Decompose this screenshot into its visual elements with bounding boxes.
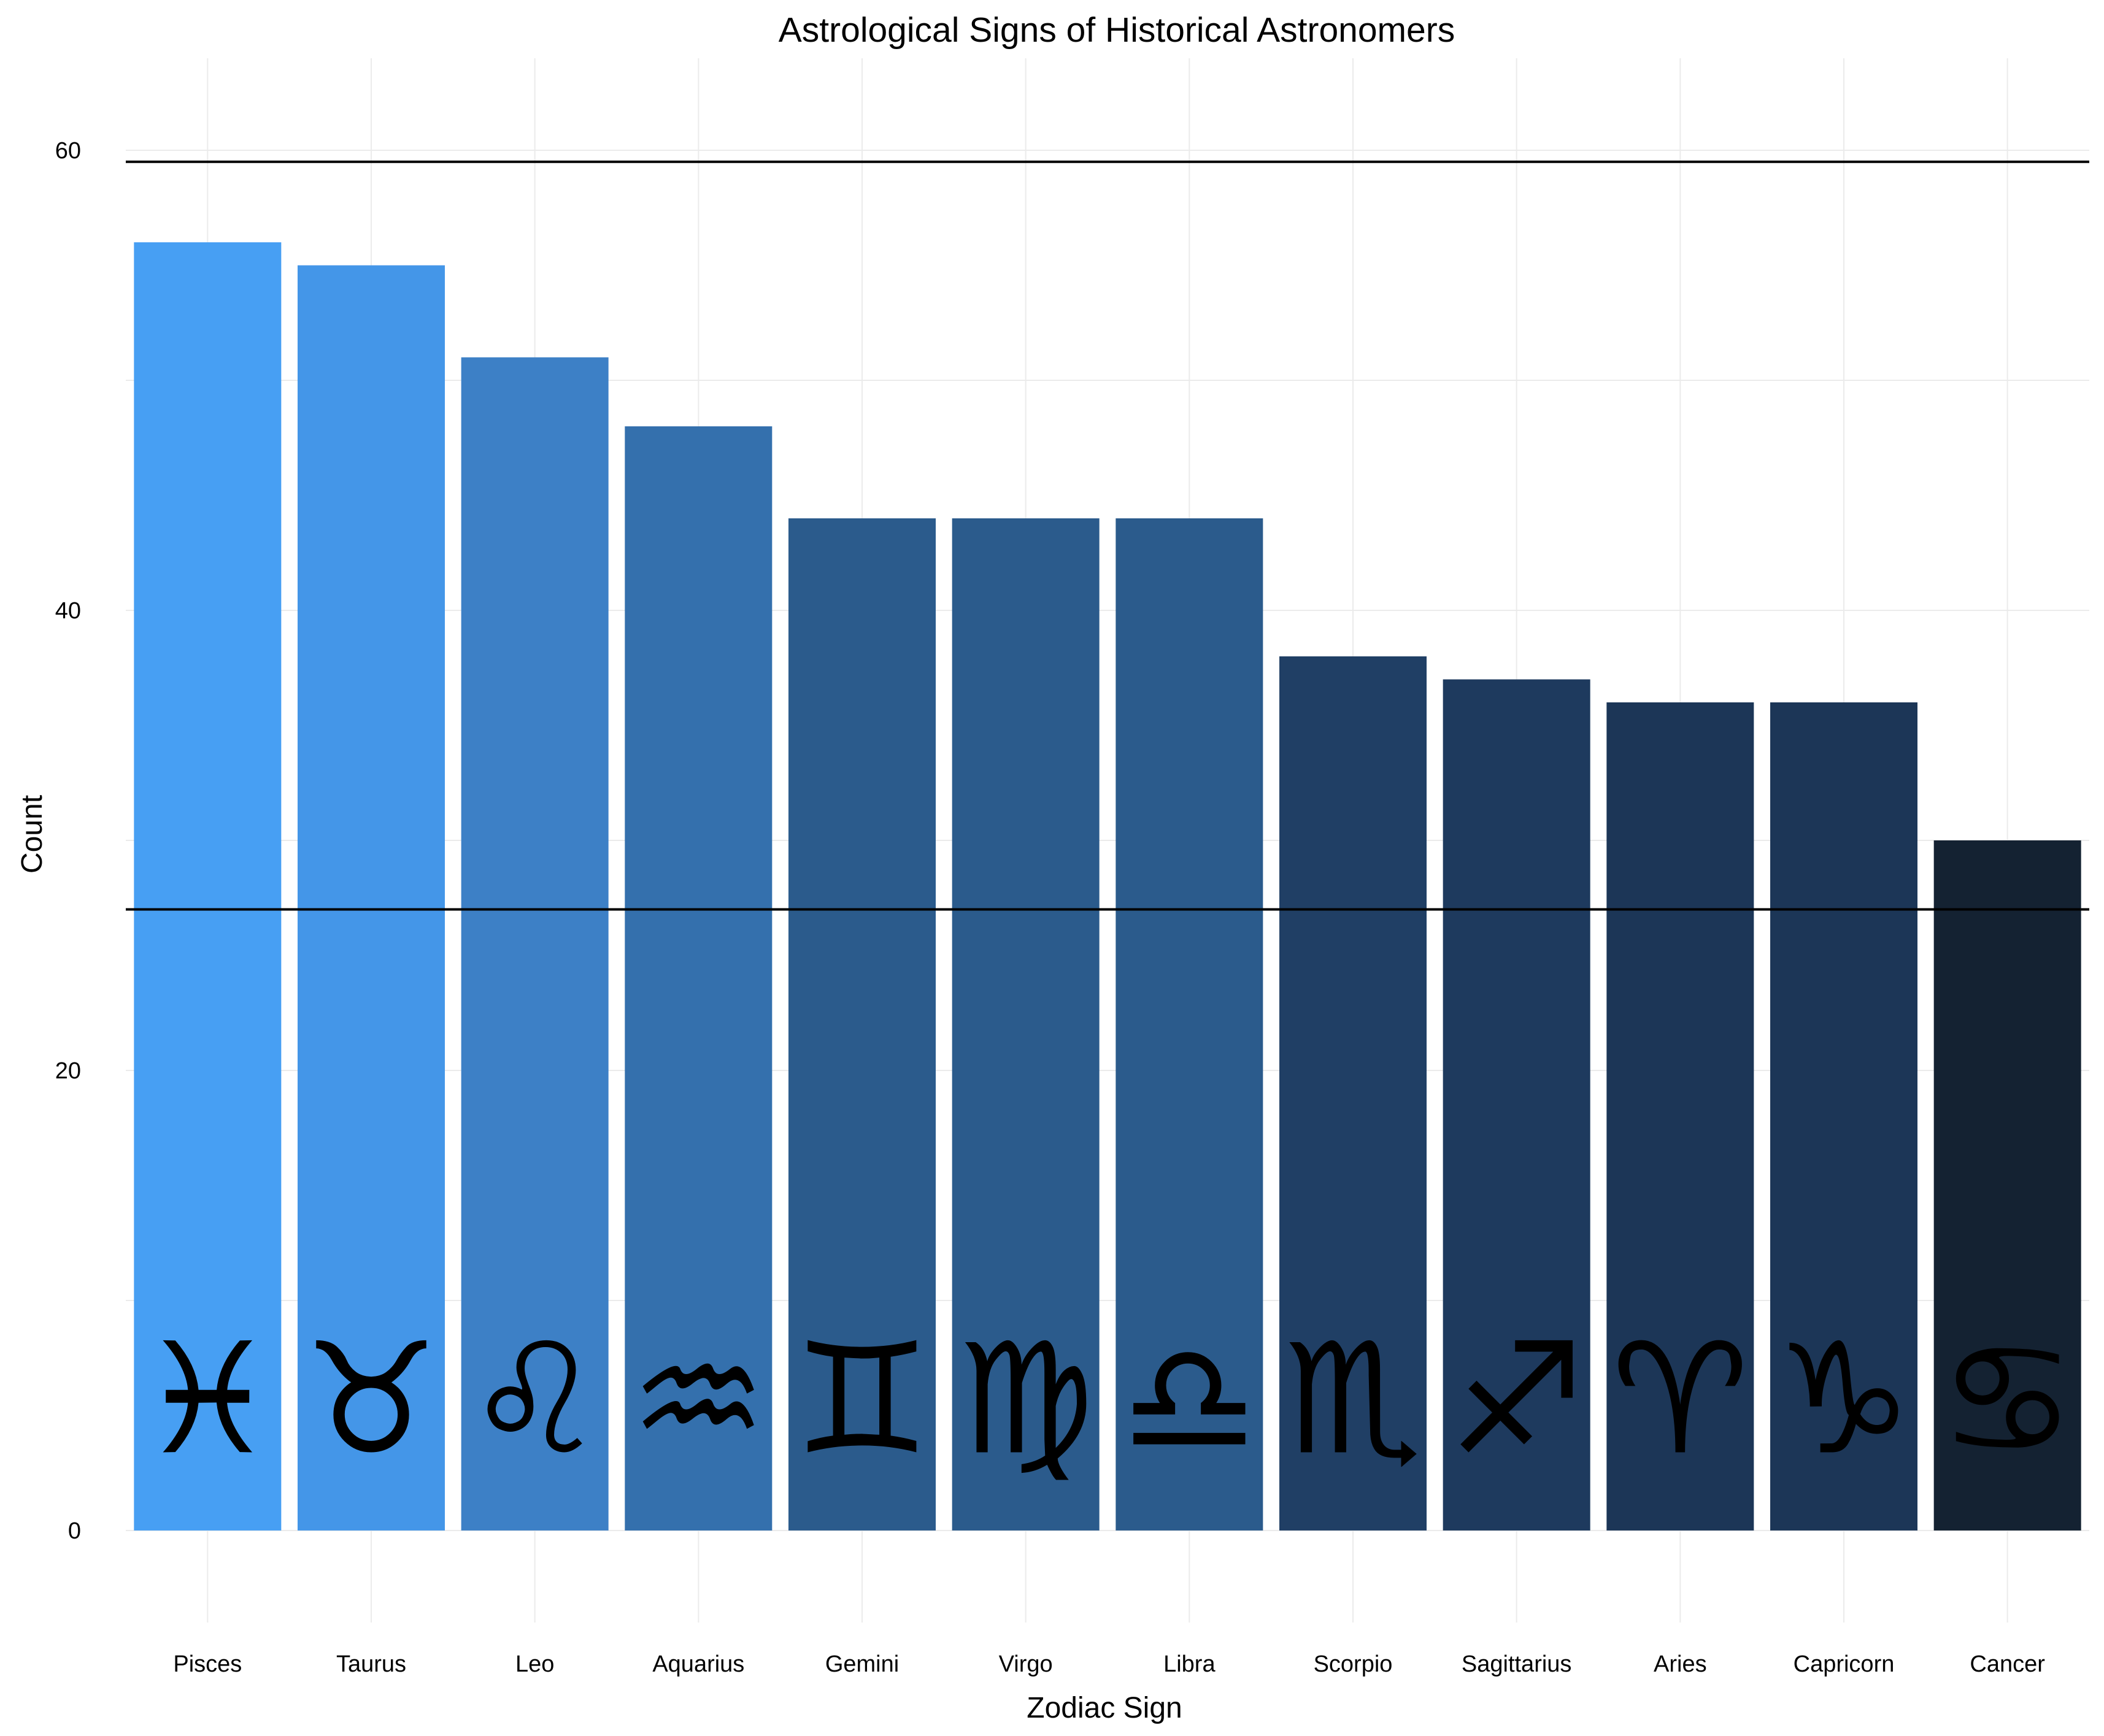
symbol-layer: ♓ ♉ ♌ ♒ ♊ ♍ ♎ ♏ ♐ ♈ ♑ ♋ [139,1310,2076,1489]
cancer-symbol-icon: ♋ [1939,1310,2076,1489]
x-tick-label: Pisces [173,1651,242,1677]
reference-line-layer [126,160,2089,911]
aries-symbol-icon: ♈ [1611,1310,1749,1489]
sagittarius-symbol-icon: ♐ [1448,1310,1586,1489]
x-tick-label: Taurus [336,1651,406,1677]
capricorn-symbol-icon: ♑ [1775,1310,1913,1489]
bar-sagittarius [1443,679,1590,1531]
bar-cancer [1933,840,2081,1531]
x-tick-label: Cancer [1970,1651,2045,1677]
y-tick-label: 60 [55,138,81,164]
y-axis-title: Count [16,795,48,874]
x-axis-title: Zodiac Sign [1027,1692,1182,1724]
x-tick-label: Aries [1654,1651,1707,1677]
bar-layer [134,242,2081,1531]
chart-title: Astrological Signs of Historical Astrono… [779,10,1455,50]
y-tick-label: 40 [55,598,81,624]
bar-aquarius [625,426,773,1531]
bar-taurus [298,265,445,1531]
bar-leo [461,357,609,1531]
x-tick-label: Libra [1163,1651,1216,1677]
bar-gemini [788,518,936,1531]
x-tick-label: Gemini [825,1651,899,1677]
axis-layer: 0 20 40 60 Pisces Taurus Leo Aquarius Gemini Virg… [55,138,2046,1677]
taurus-symbol-icon: ♉ [302,1310,440,1489]
bar-scorpio [1279,656,1427,1531]
aquarius-symbol-icon: ♒ [630,1310,767,1489]
x-tick-label: Capricorn [1794,1651,1895,1677]
gemini-symbol-icon: ♊ [793,1310,931,1489]
bar-libra [1116,518,1263,1531]
bar-pisces [134,242,282,1531]
y-tick-label: 20 [55,1058,81,1084]
y-tick-label: 0 [68,1518,81,1544]
x-tick-label: Leo [515,1651,554,1677]
virgo-symbol-icon: ♍ [957,1310,1095,1489]
x-tick-label: Aquarius [652,1651,744,1677]
leo-symbol-icon: ♌ [466,1310,604,1489]
bar-aries [1606,702,1754,1531]
libra-symbol-icon: ♎ [1120,1310,1258,1489]
bar-virgo [952,518,1100,1531]
x-tick-label: Scorpio [1314,1651,1393,1677]
scorpio-symbol-icon: ♏ [1284,1310,1422,1489]
bar-capricorn [1770,702,1917,1531]
x-tick-label: Virgo [999,1651,1053,1677]
x-tick-label: Sagittarius [1462,1651,1572,1677]
pisces-symbol-icon: ♓ [139,1310,276,1489]
